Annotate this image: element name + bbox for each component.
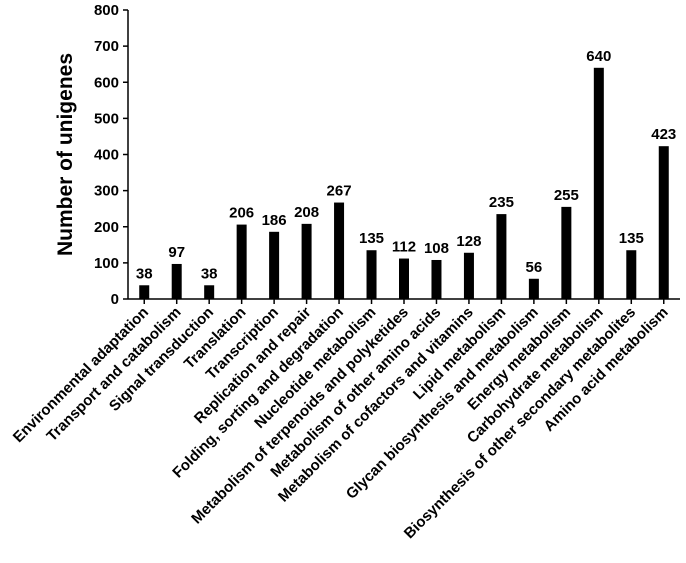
bar-value-label: 135 bbox=[619, 230, 644, 247]
y-tick-label: 300 bbox=[94, 183, 119, 200]
bar bbox=[236, 224, 247, 299]
y-tick-label: 500 bbox=[94, 110, 119, 127]
bar bbox=[528, 278, 539, 299]
bar bbox=[496, 214, 507, 299]
bar-value-label: 235 bbox=[489, 194, 514, 211]
bar-value-label: 128 bbox=[456, 233, 481, 250]
bar bbox=[561, 206, 572, 299]
x-category-label: Environmental adaptation bbox=[10, 304, 152, 446]
y-tick-label: 700 bbox=[94, 38, 119, 55]
value-labels: 38 97 38 206 186 208 267 135 112 108 128 235 56 255 64… bbox=[136, 48, 676, 282]
bar bbox=[269, 231, 280, 299]
y-tick-label: 400 bbox=[94, 147, 119, 164]
x-category-label: Transport and catabolism bbox=[43, 304, 184, 445]
bar bbox=[366, 250, 377, 299]
bar-value-label: 112 bbox=[392, 239, 416, 256]
bar-value-label: 108 bbox=[424, 240, 449, 257]
y-tick-label: 600 bbox=[94, 74, 119, 91]
bar-value-label: 206 bbox=[229, 205, 254, 222]
y-axis-ticks: 0 100 200 300 400 500 600 700 800 bbox=[94, 2, 128, 308]
bar-value-label: 135 bbox=[359, 230, 384, 247]
bar bbox=[399, 258, 409, 299]
bar-value-label: 38 bbox=[136, 265, 153, 282]
bar-value-label: 423 bbox=[651, 126, 676, 143]
bar-value-label: 186 bbox=[262, 212, 287, 229]
bar bbox=[301, 223, 312, 299]
y-tick-label: 100 bbox=[94, 255, 119, 272]
y-axis-title: Number of unigenes bbox=[54, 53, 77, 256]
bar bbox=[593, 67, 604, 299]
bar-value-label: 208 bbox=[294, 204, 319, 221]
bar bbox=[431, 259, 442, 299]
bar-value-label: 38 bbox=[201, 265, 218, 282]
bar bbox=[463, 252, 474, 299]
bar bbox=[204, 285, 215, 299]
bar bbox=[626, 250, 637, 299]
bars bbox=[139, 67, 669, 299]
bar bbox=[171, 263, 182, 299]
bar-value-label: 56 bbox=[526, 259, 543, 276]
y-tick-label: 800 bbox=[94, 2, 119, 19]
bar-value-label: 255 bbox=[554, 187, 579, 204]
bar-value-label: 640 bbox=[586, 48, 611, 65]
bar-value-label: 267 bbox=[327, 183, 352, 200]
y-tick-label: 200 bbox=[94, 219, 119, 236]
bar-value-label: 97 bbox=[168, 244, 185, 261]
bar bbox=[334, 202, 345, 299]
bar bbox=[658, 146, 669, 299]
y-tick-label: 0 bbox=[111, 291, 119, 308]
bar bbox=[139, 285, 150, 299]
